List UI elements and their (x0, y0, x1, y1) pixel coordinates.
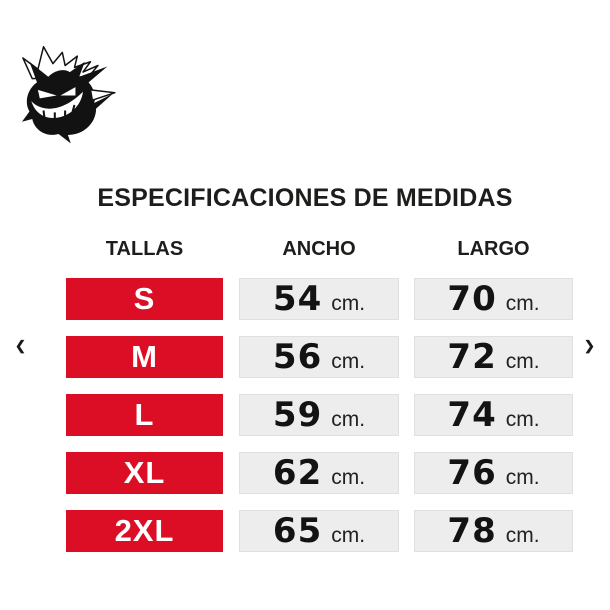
gengar-logo-icon (21, 45, 116, 144)
unit-label: cm. (331, 350, 366, 373)
unit-label: cm. (505, 408, 540, 431)
ancho-value-cell: 54 cm. (239, 278, 399, 320)
column-header-ancho: ANCHO (282, 238, 356, 260)
column-header-tallas: TALLAS (105, 238, 184, 260)
largo-value-cell: 72 cm. (414, 336, 573, 378)
size-badge: S (66, 278, 223, 320)
unit-label: cm. (331, 524, 366, 547)
ancho-value-cell: 65 cm. (239, 510, 399, 552)
size-badge: 2XL (66, 510, 223, 552)
size-table: S 54 cm. 70 cm. M 56 cm. 72 cm. L (66, 278, 573, 552)
table-row-s: S 54 cm. 70 cm. (66, 278, 573, 320)
unit-label: cm. (331, 292, 366, 315)
next-arrow-icon[interactable]: ❯ (584, 338, 595, 353)
largo-value-cell: 70 cm. (414, 278, 573, 320)
table-row-m: M 56 cm. 72 cm. (66, 336, 573, 378)
ancho-value-cell: 59 cm. (239, 394, 399, 436)
unit-label: cm. (331, 408, 366, 431)
largo-value: 78 (447, 511, 497, 551)
unit-label: cm. (505, 466, 540, 489)
ancho-value: 59 (272, 395, 323, 435)
size-badge: XL (66, 452, 223, 494)
largo-value: 74 (447, 395, 497, 435)
ancho-value: 54 (272, 279, 323, 319)
table-row-2xl: 2XL 65 cm. 78 cm. (66, 510, 573, 552)
unit-label: cm. (505, 350, 540, 373)
table-row-l: L 59 cm. 74 cm. (66, 394, 573, 436)
prev-arrow-icon[interactable]: ❮ (15, 338, 26, 353)
ancho-value-cell: 56 cm. (239, 336, 399, 378)
unit-label: cm. (505, 292, 540, 315)
ancho-value: 65 (272, 511, 323, 551)
table-row-xl: XL 62 cm. 76 cm. (66, 452, 573, 494)
size-badge: M (66, 336, 223, 378)
largo-value-cell: 74 cm. (414, 394, 573, 436)
largo-value: 70 (447, 279, 497, 319)
largo-value-cell: 78 cm. (414, 510, 573, 552)
unit-label: cm. (331, 466, 366, 489)
largo-value: 72 (447, 337, 497, 377)
largo-value: 76 (447, 453, 497, 493)
largo-value-cell: 76 cm. (414, 452, 573, 494)
ancho-value: 56 (272, 337, 323, 377)
size-badge: L (66, 394, 223, 436)
column-header-largo: LARGO (457, 238, 530, 260)
ancho-value-cell: 62 cm. (239, 452, 399, 494)
unit-label: cm. (505, 524, 540, 547)
page-title: ESPECIFICACIONES DE MEDIDAS (97, 184, 513, 212)
ancho-value: 62 (272, 453, 323, 493)
